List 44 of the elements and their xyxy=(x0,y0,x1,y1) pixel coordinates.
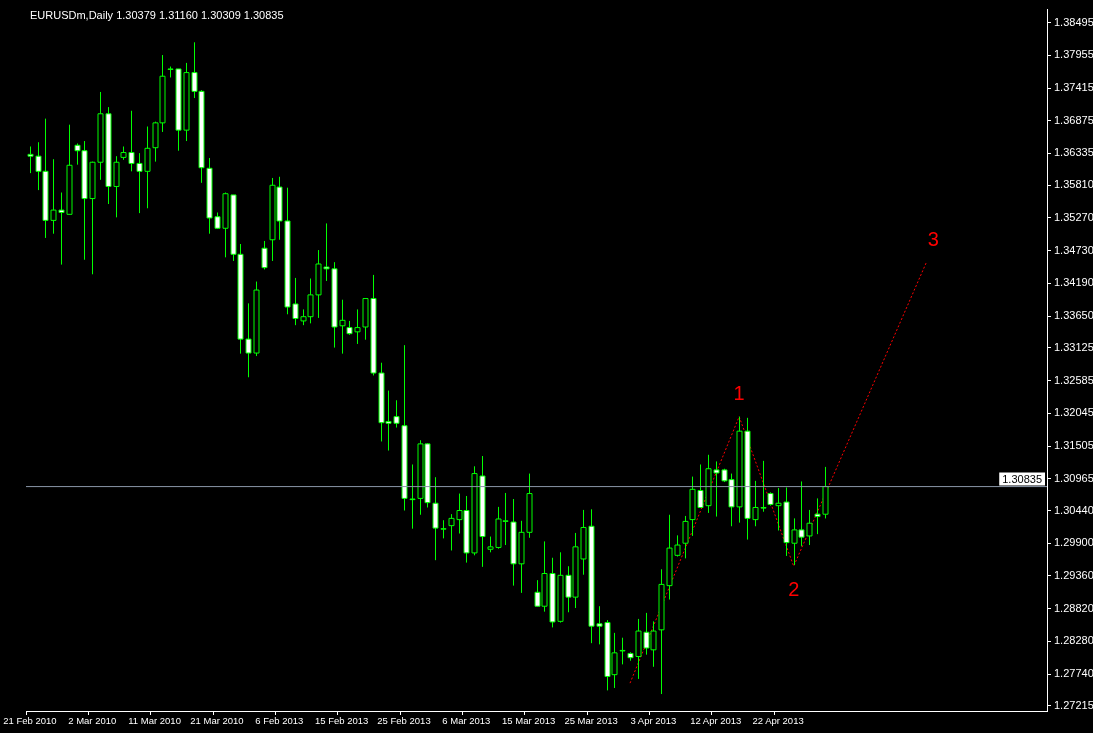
x-tick-label: 3 Apr 2013 xyxy=(630,715,677,727)
y-tick-label: 1.34730 xyxy=(1054,243,1093,256)
y-tick-label: 1.27215 xyxy=(1054,698,1093,711)
x-tick-label: 12 Apr 2013 xyxy=(690,715,742,727)
annotation: 2 xyxy=(788,577,800,600)
y-tick-label: 1.33125 xyxy=(1054,340,1093,353)
y-tick-label: 1.38495 xyxy=(1054,15,1093,28)
x-tick-label: 15 Mar 2013 xyxy=(502,715,556,727)
y-tick-label: 1.30965 xyxy=(1054,471,1093,484)
x-tick-label: 25 Feb 2013 xyxy=(377,715,431,727)
y-tick-label: 1.30440 xyxy=(1054,503,1093,516)
line-series xyxy=(629,262,927,684)
candlestick xyxy=(619,637,626,665)
y-tick-label: 1.31505 xyxy=(1054,439,1093,452)
y-tick-label: 1.27740 xyxy=(1054,667,1093,680)
candlestick xyxy=(261,240,268,270)
y-tick-label: 1.29360 xyxy=(1054,568,1093,581)
chart-title: EURUSDm,Daily 1.30379 1.31160 1.30309 1.30835 xyxy=(30,9,284,22)
y-tick-label: 1.35270 xyxy=(1054,210,1093,223)
x-tick-label: 2 Mar 2010 xyxy=(68,715,117,727)
annotation: 3 xyxy=(927,228,939,251)
x-tick-label: 6 Feb 2013 xyxy=(255,715,304,727)
y-tick-label: 1.32045 xyxy=(1054,406,1093,419)
x-tick-label: 25 Mar 2013 xyxy=(564,715,618,727)
candlestick xyxy=(682,515,689,559)
ref-line-label: 1.30835 xyxy=(1002,472,1042,485)
x-tick-label: 11 Mar 2010 xyxy=(128,715,181,727)
y-tick-label: 1.35810 xyxy=(1054,178,1093,191)
x-tick-label: 6 Mar 2013 xyxy=(442,715,491,727)
x-tick-label: 21 Feb 2010 xyxy=(3,715,57,727)
y-tick-label: 1.28280 xyxy=(1054,634,1093,647)
y-tick-label: 1.32585 xyxy=(1054,373,1093,386)
x-tick-label: 22 Apr 2013 xyxy=(752,715,804,727)
x-tick-label: 15 Feb 2013 xyxy=(314,715,369,727)
y-tick-label: 1.29900 xyxy=(1054,536,1093,549)
y-tick-label: 1.37955 xyxy=(1054,48,1093,61)
y-tick-label: 1.36335 xyxy=(1054,146,1093,159)
y-tick-label: 1.37415 xyxy=(1054,81,1093,94)
y-tick-label: 1.28820 xyxy=(1054,601,1093,614)
y-tick-label: 1.33650 xyxy=(1054,309,1093,322)
y-tick-label: 1.36875 xyxy=(1054,113,1093,126)
annotation: 1 xyxy=(733,382,745,405)
y-tick-label: 1.34190 xyxy=(1054,276,1093,289)
x-tick-label: 21 Mar 2010 xyxy=(190,715,244,727)
